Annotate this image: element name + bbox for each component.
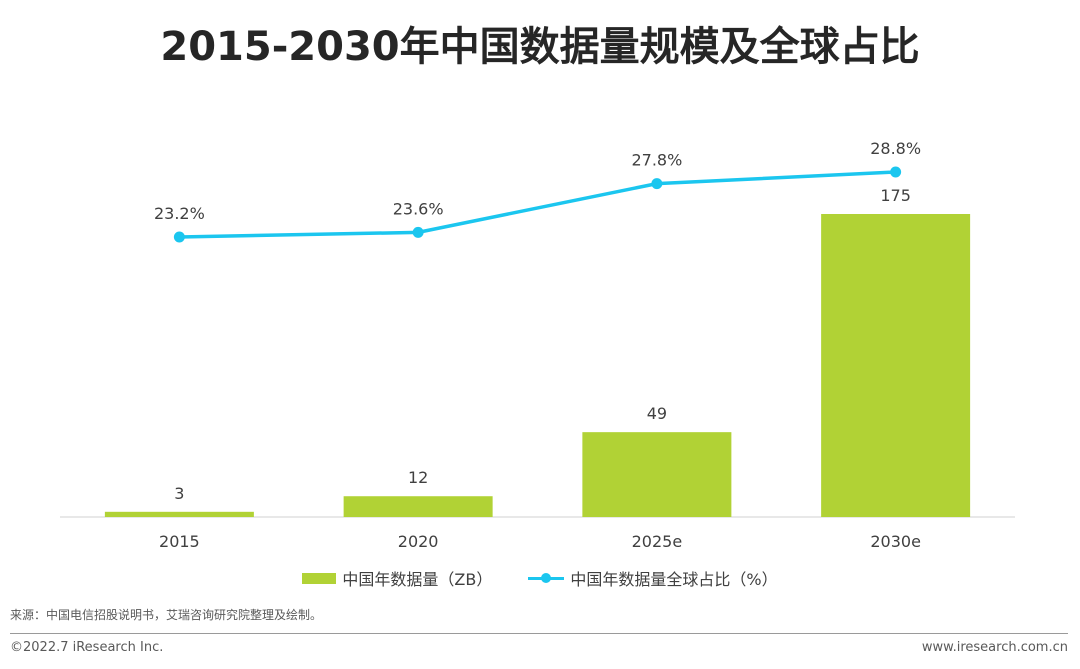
legend-bar-label: 中国年数据量（ZB） xyxy=(342,570,493,589)
line-point-2030e xyxy=(890,166,902,178)
line-label-2020: 23.6% xyxy=(393,199,444,218)
bar-label-2030e: 175 xyxy=(880,186,911,205)
bar-label-2025e: 49 xyxy=(647,404,667,423)
chart-legend: 中国年数据量（ZB） 中国年数据量全球占比（%） xyxy=(0,566,1080,590)
x-tick-label-2020: 2020 xyxy=(398,532,439,551)
combo-chart: 3 2015 12 2020 49 2025e 175 2030e 23.2% 23.6% 27.8… xyxy=(60,139,1015,551)
line-point-2020 xyxy=(412,226,424,238)
legend-bar-swatch xyxy=(302,572,337,584)
bar-2015 xyxy=(104,511,254,517)
x-tick-label-2025e: 2025e xyxy=(632,532,683,551)
bar-label-2015: 3 xyxy=(174,484,184,503)
bar-2030e xyxy=(821,214,971,517)
source-note: 来源：中国电信招股说明书，艾瑞咨询研究院整理及绘制。 xyxy=(10,608,323,622)
x-tick-label-2015: 2015 xyxy=(159,532,200,551)
line-label-2015: 23.2% xyxy=(154,204,205,223)
bar-2025e xyxy=(582,432,732,517)
bar-2020 xyxy=(343,496,493,517)
chart-title: 2015-2030年中国数据量规模及全球占比 xyxy=(160,24,920,70)
line-label-2030e: 28.8% xyxy=(870,139,921,158)
x-tick-label-2030e: 2030e xyxy=(870,532,921,551)
copyright: ©2022.7 iResearch Inc. xyxy=(10,640,164,655)
legend-item-line: 中国年数据量全球占比（%） xyxy=(528,566,778,590)
share-line xyxy=(179,170,896,239)
legend-line-label: 中国年数据量全球占比（%） xyxy=(570,570,778,589)
line-point-2015 xyxy=(173,231,185,243)
footer-divider xyxy=(10,633,1068,634)
website-link: www.iresearch.com.cn xyxy=(921,640,1068,655)
legend-item-bar: 中国年数据量（ZB） xyxy=(302,566,492,590)
line-label-2025e: 27.8% xyxy=(631,151,682,170)
bar-label-2020: 12 xyxy=(408,468,428,487)
legend-line-swatch xyxy=(528,572,565,584)
line-point-2025e xyxy=(651,178,663,190)
